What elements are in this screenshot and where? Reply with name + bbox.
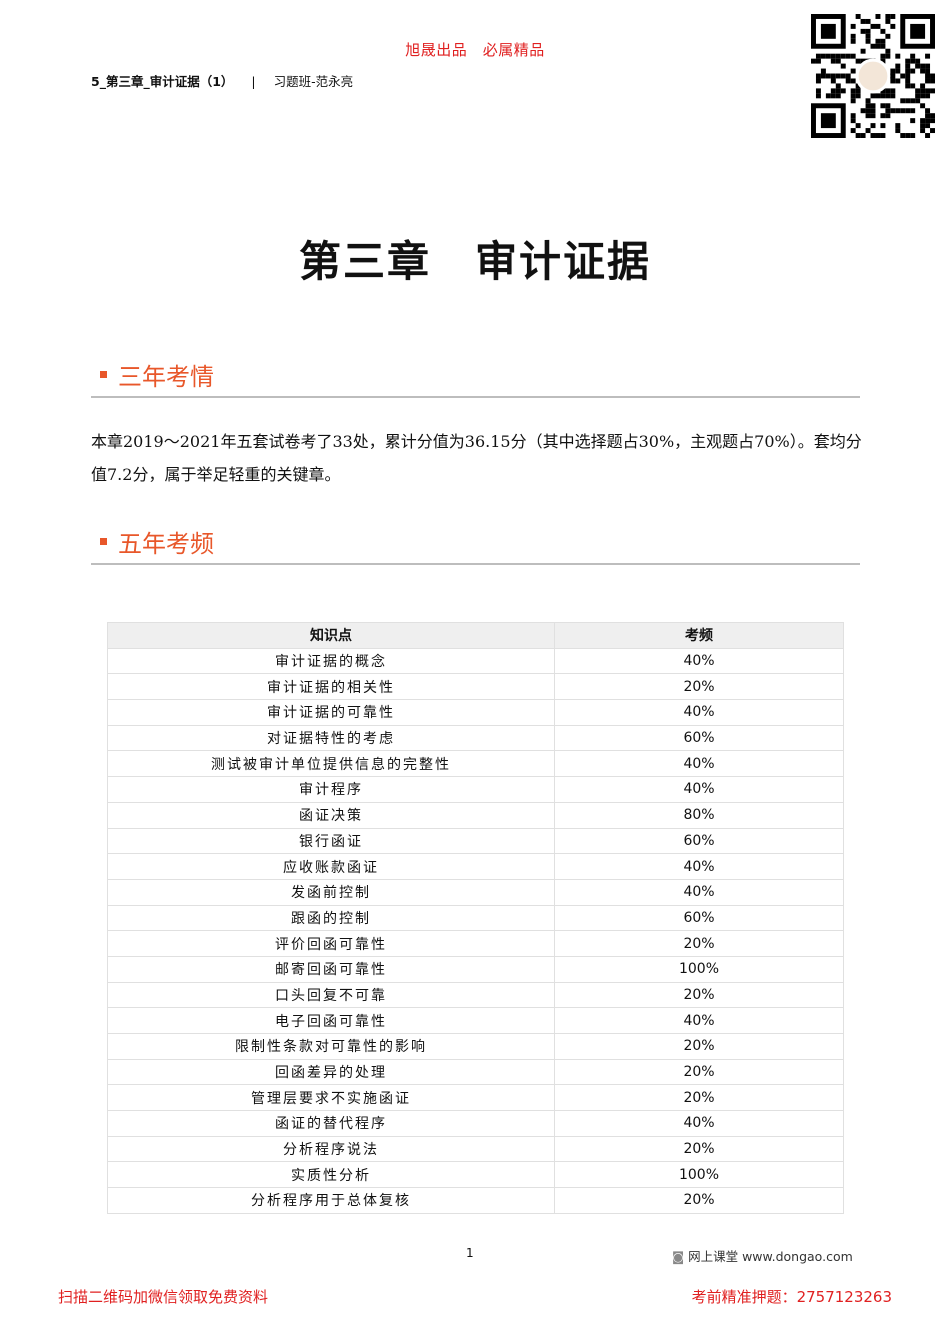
table-row: 评价回函可靠性 20% [107,930,844,957]
table-row: 审计证据的相关性 20% [107,673,844,701]
doc-name: 5_第三章_审计证据（1） [91,74,234,89]
section-title: 三年考情 [118,363,214,391]
table-row: 发函前控制 40% [107,878,844,906]
bullet-square-icon [100,538,107,545]
course-name: 习题班-范永亮 [273,74,354,89]
frequency: 40% [554,1110,844,1137]
section-heading: 五年考频 [91,521,860,565]
brand-slogan: 旭晟出品 必属精品 [405,41,545,59]
knowledge-point: 电子回函可靠性 [107,1007,555,1034]
frequency: 100% [554,955,844,983]
table-row: 函证的替代程序 40% [107,1110,844,1137]
knowledge-point: 邮寄回函可靠性 [107,955,555,983]
knowledge-point: 应收账款函证 [107,853,555,880]
frequency: 40% [554,776,844,803]
table-row: 测试被审计单位提供信息的完整性 40% [107,750,844,778]
logo-icon: ◙ [672,1249,689,1264]
header-separator: | [251,74,256,89]
table-row: 跟函的控制 60% [107,904,844,932]
table-row: 口头回复不可靠 20% [107,981,844,1009]
knowledge-point: 审计证据的概念 [107,647,555,675]
knowledge-point: 分析程序用于总体复核 [107,1187,555,1214]
frequency: 20% [554,981,844,1009]
table-row: 管理层要求不实施函证 20% [107,1084,844,1112]
frequency: 60% [554,724,844,752]
footer-promo-left: 扫描二维码加微信领取免费资料 [58,1288,269,1306]
table-row: 审计证据的概念 40% [107,647,844,675]
frequency: 100% [554,1161,844,1189]
knowledge-point: 口头回复不可靠 [107,981,555,1009]
section-title: 五年考频 [118,530,214,558]
page-number: 1 [466,1246,474,1260]
knowledge-point: 银行函证 [107,827,555,855]
knowledge-point: 限制性条款对可靠性的影响 [107,1033,555,1060]
table-row: 应收账款函证 40% [107,853,844,880]
knowledge-point: 测试被审计单位提供信息的完整性 [107,750,555,778]
table-row: 函证决策 80% [107,801,844,829]
knowledge-point: 评价回函可靠性 [107,930,555,957]
table-row: 邮寄回函可靠性 100% [107,955,844,983]
table-row: 审计程序 40% [107,776,844,803]
knowledge-point: 实质性分析 [107,1161,555,1189]
table-row: 分析程序用于总体复核 20% [107,1187,844,1214]
knowledge-point: 管理层要求不实施函证 [107,1084,555,1112]
knowledge-point: 函证的替代程序 [107,1110,555,1137]
footer-promo-right: 考前精准押题：2757123263 [691,1288,892,1306]
table-header-row: 知识点 考频 [107,622,844,649]
knowledge-point: 分析程序说法 [107,1135,555,1163]
knowledge-point: 审计证据的相关性 [107,673,555,701]
knowledge-point: 审计程序 [107,776,555,803]
frequency: 20% [554,1084,844,1112]
table-row: 回函差异的处理 20% [107,1058,844,1086]
frequency: 80% [554,801,844,829]
column-header: 考频 [554,622,844,649]
frequency: 40% [554,878,844,906]
qr-code-icon [811,14,935,138]
bullet-square-icon [100,371,107,378]
table-row: 实质性分析 100% [107,1161,844,1189]
frequency-table: 知识点 考频 审计证据的概念 40% 审计证据的相关性 20% 审计证据的可靠性 40% 对证… [107,622,844,1214]
running-header: 5_第三章_审计证据（1） | 习题班-范永亮 [91,71,353,90]
knowledge-point: 发函前控制 [107,878,555,906]
knowledge-point: 回函差异的处理 [107,1058,555,1086]
table-row: 分析程序说法 20% [107,1135,844,1163]
frequency: 60% [554,827,844,855]
column-header: 知识点 [107,622,555,649]
table-row: 审计证据的可靠性 40% [107,699,844,726]
site-text: 网上课堂 www.dongao.com [688,1249,853,1264]
table-row: 限制性条款对可靠性的影响 20% [107,1033,844,1060]
chapter-name: 审计证据 [475,237,652,286]
table-row: 银行函证 60% [107,827,844,855]
knowledge-point: 审计证据的可靠性 [107,699,555,726]
intro-paragraph: 本章2019～2021年五套试卷考了33处，累计分值为36.15分（其中选择题占… [91,432,862,484]
frequency: 40% [554,699,844,726]
table-row: 对证据特性的考虑 60% [107,724,844,752]
frequency: 40% [554,1007,844,1034]
frequency: 40% [554,750,844,778]
chapter-number: 第三章 [298,237,431,286]
knowledge-point: 函证决策 [107,801,555,829]
frequency: 40% [554,647,844,675]
frequency: 20% [554,1187,844,1214]
page-title: 第三章 审计证据 [0,228,950,289]
knowledge-point: 对证据特性的考虑 [107,724,555,752]
frequency: 40% [554,853,844,880]
frequency: 20% [554,1058,844,1086]
frequency: 20% [554,1135,844,1163]
knowledge-point: 跟函的控制 [107,904,555,932]
frequency: 20% [554,1033,844,1060]
section-heading: 三年考情 [91,354,860,398]
frequency: 20% [554,930,844,957]
site-footer: ◙ 网上课堂 www.dongao.com [672,1246,853,1265]
frequency: 20% [554,673,844,701]
table-row: 电子回函可靠性 40% [107,1007,844,1034]
frequency: 60% [554,904,844,932]
